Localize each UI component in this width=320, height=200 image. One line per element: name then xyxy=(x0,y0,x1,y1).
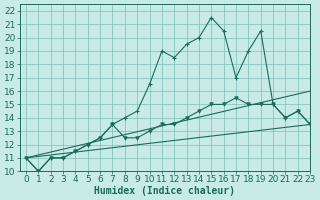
X-axis label: Humidex (Indice chaleur): Humidex (Indice chaleur) xyxy=(94,186,236,196)
